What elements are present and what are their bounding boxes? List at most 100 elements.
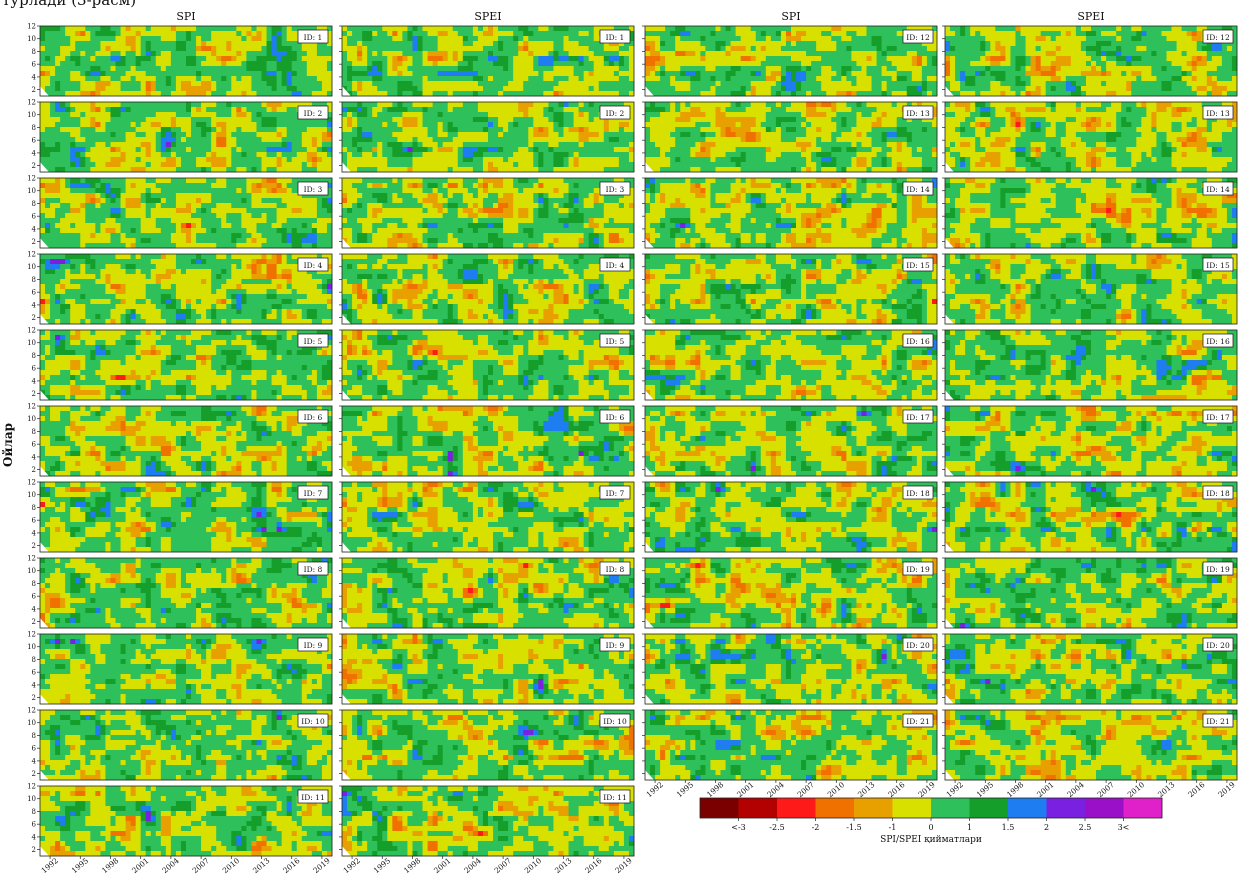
heatmap-cell [135,66,142,72]
heatmap-cell [226,142,232,148]
heatmap-cell [100,385,106,391]
heatmap-cell [186,122,192,128]
heatmap-cell [175,421,182,427]
heatmap-cell [140,46,147,52]
heatmap-cell [100,56,106,62]
heatmap-cell [95,284,101,290]
heatmap-cell [65,162,71,168]
heatmap-cell [75,426,81,432]
heatmap-cell [221,36,227,42]
heatmap-cell [216,309,222,315]
heatmap-cell [115,294,121,300]
heatmap-cell [110,259,116,265]
heatmap-cell [286,335,293,341]
heatmap-cell [191,86,197,92]
heatmap-cell [100,390,106,396]
heatmap-cell [165,41,172,47]
heatmap-cell [291,441,298,447]
heatmap-cell [281,294,288,300]
heatmap-cell [311,233,318,239]
heatmap-cell [55,411,61,417]
heatmap-cell [90,122,96,128]
heatmap-cell [175,51,182,57]
heatmap-cell [165,51,172,57]
heatmap-cell [130,218,136,224]
heatmap-cell [276,198,282,204]
heatmap-cell [160,304,167,310]
heatmap-cell [196,406,202,412]
heatmap-cell [155,51,162,57]
heatmap-cell [115,375,121,381]
heatmap-cell [201,183,207,189]
heatmap-cell [40,436,46,442]
heatmap-cell [291,264,298,270]
heatmap-cell [115,350,121,356]
heatmap-cell [246,446,252,452]
y-tick-label: 2 [32,314,36,322]
heatmap-cell [140,279,147,285]
heatmap-cell [321,314,328,320]
heatmap-cell [191,380,197,386]
heatmap-cell [105,198,111,204]
heatmap-cell [276,203,282,209]
heatmap-cell [130,471,136,477]
panel-id-box [297,333,329,348]
heatmap-cell [261,223,267,229]
heatmap-cell [211,223,217,229]
heatmap-cell [291,345,298,351]
heatmap-cell [65,122,71,128]
heatmap-cell [286,456,293,462]
heatmap-cell [140,203,147,209]
heatmap-cell [291,461,298,467]
heatmap-cell [40,507,46,513]
heatmap-cell [226,436,232,442]
heatmap-cell [70,198,76,204]
heatmap-cell [256,350,262,356]
heatmap-cell [95,456,101,462]
heatmap-cell [155,456,162,462]
heatmap-cell [155,31,162,37]
heatmap-cell [281,274,288,280]
heatmap-cell [110,66,116,72]
heatmap-cell [50,152,56,158]
heatmap-cell [236,309,242,315]
heatmap-cell [115,269,121,275]
heatmap-cell [306,355,313,361]
heatmap-cell [296,451,303,457]
heatmap-cell [291,446,298,452]
heatmap-cell [170,375,177,381]
heatmap-cell [180,213,187,219]
heatmap-cell [95,380,101,386]
heatmap-cell [90,350,96,356]
heatmap-cell [160,279,167,285]
heatmap-cell [85,411,91,417]
heatmap-cell [140,274,147,280]
heatmap-cell [216,406,222,412]
heatmap-cell [65,183,71,189]
heatmap-cell [251,46,257,52]
heatmap-cell [256,183,262,189]
heatmap-cell [135,56,142,62]
heatmap-cell [180,436,187,442]
heatmap-cell [241,319,247,325]
heatmap-cell [150,279,157,285]
heatmap-cell [85,314,91,320]
heatmap-cell [85,71,91,77]
heatmap-cell [301,375,308,381]
heatmap-cell [45,81,51,87]
heatmap-cell [90,76,96,82]
heatmap-cell [191,330,197,336]
heatmap-cell [95,46,101,52]
heatmap-cell [90,370,96,376]
heatmap-cell [125,208,131,214]
heatmap-cell [261,304,267,310]
heatmap-cell [135,340,142,346]
heatmap-cell [95,91,101,97]
heatmap-cell [75,319,81,325]
heatmap-cell [90,61,96,67]
heatmap-cell [80,330,86,336]
heatmap-cell [105,26,111,32]
heatmap-cell [286,466,293,472]
heatmap-cell [311,147,318,153]
heatmap-cell [286,360,293,366]
